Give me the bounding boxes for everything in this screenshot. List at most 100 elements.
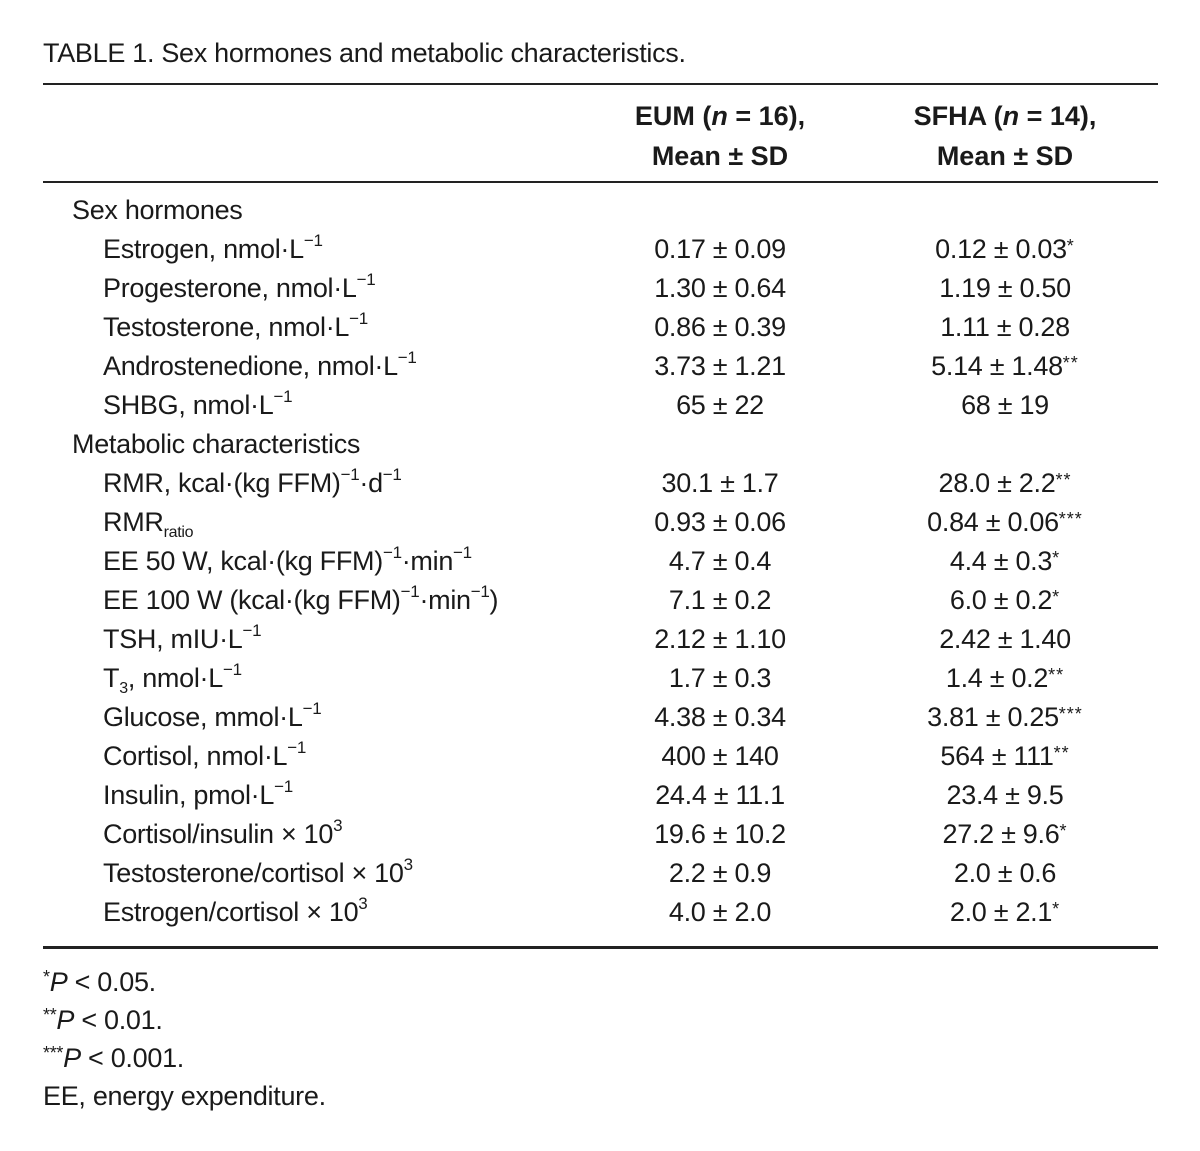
label-superscript: −1: [349, 309, 368, 328]
significance-stars: *: [1052, 587, 1061, 607]
eum-value: 0.17 ± 0.09: [654, 234, 786, 264]
column-header-sfha: SFHA (n = 14), Mean ± SD: [855, 96, 1155, 176]
label-superscript: −1: [340, 465, 360, 484]
bottom-rule: [43, 946, 1158, 949]
column-header-eum-line2: Mean ± SD: [651, 141, 789, 171]
sfha-value: 68 ± 19: [961, 390, 1049, 420]
row-label: Glucose, mmol·L−1: [103, 699, 322, 732]
sfha-value: 1.11 ± 0.28: [940, 312, 1070, 342]
section-sex-hormones: Sex hormones: [0, 191, 1200, 230]
label-superscript: −1: [273, 387, 293, 406]
eum-value: 0.93 ± 0.06: [654, 507, 786, 537]
footnote-stars: **: [43, 1005, 57, 1025]
eum-value: 4.7 ± 0.4: [668, 546, 772, 576]
significance-stars: **: [1053, 743, 1070, 763]
row-label: EE 100 W (kcal·(kg FFM)−1·min−1): [103, 582, 499, 615]
table-row: RMR, kcal·(kg FFM)−1·d−1 30.1 ± 1.7 28.0 ±…: [0, 464, 1200, 503]
sfha-value: 27.2 ± 9.6*: [942, 819, 1068, 849]
significance-stars: **: [1062, 353, 1079, 373]
label-superscript: 3: [358, 894, 368, 913]
footnote-stars: ***: [43, 1043, 64, 1063]
sfha-value: 3.81 ± 0.25***: [927, 702, 1083, 732]
sfha-value: 1.19 ± 0.50: [939, 273, 1071, 303]
row-label: Cortisol, nmol·L−1: [103, 738, 307, 771]
row-label: TSH, mIU·L−1: [103, 621, 262, 654]
column-header-eum-line1: EUM (n = 16),: [634, 101, 806, 131]
label-superscript: −1: [242, 621, 262, 640]
significance-stars: *: [1052, 548, 1061, 568]
table-row: EE 50 W, kcal·(kg FFM)−1·min−1 4.7 ± 0.4 4…: [0, 542, 1200, 581]
table-row: SHBG, nmol·L−1 65 ± 22 68 ± 19: [0, 386, 1200, 425]
eum-value: 4.0 ± 2.0: [668, 897, 772, 927]
row-label: Testosterone, nmol·L−1: [103, 309, 368, 342]
row-label: T3, nmol·L−1: [103, 660, 242, 697]
table-row: EE 100 W (kcal·(kg FFM)−1·min−1) 7.1 ± 0.…: [0, 581, 1200, 620]
table-row: Estrogen/cortisol × 103 4.0 ± 2.0 2.0 ± 2.…: [0, 893, 1200, 932]
eum-value: 2.2 ± 0.9: [668, 858, 772, 888]
section-label: Sex hormones: [72, 195, 243, 225]
eum-value: 24.4 ± 11.1: [655, 780, 785, 810]
header-rule: [43, 181, 1158, 183]
eum-value: 19.6 ± 10.2: [654, 819, 786, 849]
row-label: EE 50 W, kcal·(kg FFM)−1·min−1: [103, 543, 472, 576]
eum-value: 7.1 ± 0.2: [668, 585, 772, 615]
row-label: RMR, kcal·(kg FFM)−1·d−1: [103, 465, 402, 498]
table-row: Androstenedione, nmol·L−1 3.73 ± 1.21 5.14…: [0, 347, 1200, 386]
label-superscript: 3: [333, 816, 343, 835]
row-label: Testosterone/cortisol × 103: [103, 855, 413, 888]
significance-stars: *: [1066, 236, 1075, 256]
footnote-p: P: [56, 1005, 75, 1035]
label-superscript: −1: [382, 543, 402, 562]
row-label: Cortisol/insulin × 103: [103, 816, 343, 849]
footnote-stars: *: [43, 967, 50, 987]
section-metabolic-characteristics: Metabolic characteristics: [0, 425, 1200, 464]
column-header-eum: EUM (n = 16), Mean ± SD: [570, 96, 870, 176]
sfha-value: 5.14 ± 1.48**: [931, 351, 1079, 381]
sfha-value: 4.4 ± 0.3*: [949, 546, 1061, 576]
label-superscript: −1: [222, 660, 242, 679]
eum-value: 2.12 ± 1.10: [654, 624, 786, 654]
eum-value: 400 ± 140: [661, 741, 779, 771]
table-row: Estrogen, nmol·L−1 0.17 ± 0.09 0.12 ± 0.03…: [0, 230, 1200, 269]
top-rule: [43, 83, 1158, 85]
column-header-sfha-line2: Mean ± SD: [936, 141, 1074, 171]
eum-value: 1.7 ± 0.3: [668, 663, 772, 693]
table-row: Insulin, pmol·L−1 24.4 ± 11.1 23.4 ± 9.5: [0, 776, 1200, 815]
label-superscript: −1: [356, 270, 376, 289]
column-header-sfha-line1: SFHA (n = 14),: [913, 101, 1097, 131]
row-label: Estrogen, nmol·L−1: [103, 231, 323, 264]
sfha-value: 6.0 ± 0.2*: [949, 585, 1061, 615]
eum-value: 0.86 ± 0.39: [654, 312, 786, 342]
row-label: Progesterone, nmol·L−1: [103, 270, 376, 303]
sfha-value: 2.0 ± 0.6: [953, 858, 1057, 888]
sfha-value: 0.12 ± 0.03*: [935, 234, 1075, 264]
significance-stars: **: [1055, 470, 1072, 490]
row-label: Estrogen/cortisol × 103: [103, 894, 368, 927]
table-row: Testosterone/cortisol × 103 2.2 ± 0.9 2.0 …: [0, 854, 1200, 893]
sfha-value: 23.4 ± 9.5: [946, 780, 1064, 810]
label-superscript: −1: [453, 543, 472, 562]
row-label: RMRratio: [103, 507, 194, 541]
row-label: Androstenedione, nmol·L−1: [103, 348, 417, 381]
footnote: EE, energy expenditure.: [43, 1081, 326, 1111]
eum-value: 65 ± 22: [676, 390, 764, 420]
table-row: Cortisol, nmol·L−1 400 ± 140 564 ± 111**: [0, 737, 1200, 776]
label-superscript: −1: [287, 738, 307, 757]
label-superscript: −1: [274, 777, 293, 796]
label-superscript: −1: [400, 582, 420, 601]
label-superscript: −1: [382, 465, 402, 484]
eum-value: 4.38 ± 0.34: [654, 702, 786, 732]
table-caption: TABLE 1. Sex hormones and metabolic char…: [43, 38, 686, 68]
label-subscript: ratio: [163, 524, 194, 541]
sfha-value: 2.0 ± 2.1*: [949, 897, 1061, 927]
eum-value: 3.73 ± 1.21: [654, 351, 786, 381]
table-row: Glucose, mmol·L−1 4.38 ± 0.34 3.81 ± 0.25*…: [0, 698, 1200, 737]
table-row: RMRratio 0.93 ± 0.06 0.84 ± 0.06***: [0, 503, 1200, 542]
eum-value: 1.30 ± 0.64: [654, 273, 786, 303]
table-row: TSH, mIU·L−1 2.12 ± 1.10 2.42 ± 1.40: [0, 620, 1200, 659]
footnote: ***P < 0.001.: [43, 1043, 184, 1073]
label-superscript: −1: [303, 231, 323, 250]
label-subscript: 3: [119, 680, 128, 697]
footnote-p: P: [49, 967, 68, 997]
